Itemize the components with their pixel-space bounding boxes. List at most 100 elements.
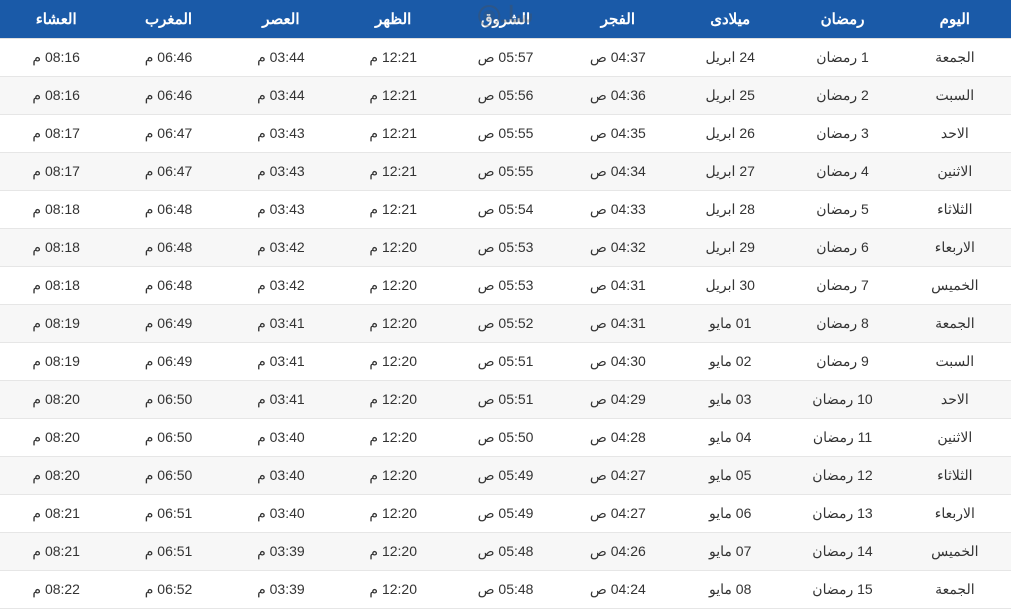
col-shorouk: الشروق bbox=[449, 0, 561, 39]
table-row: الاربعاء13 رمضان06 مايو04:27 ص05:49 ص12:… bbox=[0, 495, 1011, 533]
table-row: الجمعة1 رمضان24 ابريل04:37 ص05:57 ص12:21… bbox=[0, 39, 1011, 77]
cell: 06:48 م bbox=[112, 229, 224, 267]
cell: الجمعة bbox=[899, 39, 1011, 77]
cell: 06 مايو bbox=[674, 495, 786, 533]
table-row: الاحد3 رمضان26 ابريل04:35 ص05:55 ص12:21 … bbox=[0, 115, 1011, 153]
col-miladi: ميلادى bbox=[674, 0, 786, 39]
cell: 06:48 م bbox=[112, 191, 224, 229]
cell: الاثنين bbox=[899, 419, 1011, 457]
table-row: الخميس14 رمضان07 مايو04:26 ص05:48 ص12:20… bbox=[0, 533, 1011, 571]
table-header: اليوم رمضان ميلادى الفجر الشروق الظهر ال… bbox=[0, 0, 1011, 39]
col-isha: العشاء bbox=[0, 0, 112, 39]
cell: 29 ابريل bbox=[674, 229, 786, 267]
cell: 06:52 م bbox=[112, 571, 224, 609]
cell: 9 رمضان bbox=[786, 343, 898, 381]
cell: 04:27 ص bbox=[562, 457, 674, 495]
cell: 08:20 م bbox=[0, 457, 112, 495]
cell: 12:20 م bbox=[337, 229, 449, 267]
cell: 12:20 م bbox=[337, 419, 449, 457]
cell: 12:21 م bbox=[337, 39, 449, 77]
cell: 12:20 م bbox=[337, 533, 449, 571]
table-row: السبت9 رمضان02 مايو04:30 ص05:51 ص12:20 م… bbox=[0, 343, 1011, 381]
cell: 08:20 م bbox=[0, 381, 112, 419]
cell: 12:21 م bbox=[337, 115, 449, 153]
cell: 08:20 م bbox=[0, 419, 112, 457]
cell: 28 ابريل bbox=[674, 191, 786, 229]
cell: الاربعاء bbox=[899, 495, 1011, 533]
cell: 12:20 م bbox=[337, 571, 449, 609]
cell: 05:48 ص bbox=[449, 571, 561, 609]
cell: 5 رمضان bbox=[786, 191, 898, 229]
cell: 12:20 م bbox=[337, 343, 449, 381]
cell: 12:21 م bbox=[337, 77, 449, 115]
cell: 04:28 ص bbox=[562, 419, 674, 457]
cell: 04:29 ص bbox=[562, 381, 674, 419]
cell: 04:31 ص bbox=[562, 305, 674, 343]
cell: 12:20 م bbox=[337, 381, 449, 419]
cell: 26 ابريل bbox=[674, 115, 786, 153]
cell: 04 مايو bbox=[674, 419, 786, 457]
cell: 7 رمضان bbox=[786, 267, 898, 305]
cell: 04:24 ص bbox=[562, 571, 674, 609]
cell: 03:41 م bbox=[225, 343, 337, 381]
cell: 05:49 ص bbox=[449, 457, 561, 495]
cell: 12:21 م bbox=[337, 153, 449, 191]
cell: 04:31 ص bbox=[562, 267, 674, 305]
cell: 03:44 م bbox=[225, 77, 337, 115]
col-dhuhr: الظهر bbox=[337, 0, 449, 39]
cell: 04:33 ص bbox=[562, 191, 674, 229]
cell: 05:51 ص bbox=[449, 343, 561, 381]
table-row: الاحد10 رمضان03 مايو04:29 ص05:51 ص12:20 … bbox=[0, 381, 1011, 419]
cell: الخميس bbox=[899, 533, 1011, 571]
cell: الاحد bbox=[899, 381, 1011, 419]
cell: 06:47 م bbox=[112, 153, 224, 191]
cell: الاحد bbox=[899, 115, 1011, 153]
cell: 25 ابريل bbox=[674, 77, 786, 115]
cell: 03:43 م bbox=[225, 115, 337, 153]
cell: 05:54 ص bbox=[449, 191, 561, 229]
cell: 06:49 م bbox=[112, 305, 224, 343]
cell: 08:19 م bbox=[0, 305, 112, 343]
cell: الثلاثاء bbox=[899, 457, 1011, 495]
cell: 03:44 م bbox=[225, 39, 337, 77]
cell: 07 مايو bbox=[674, 533, 786, 571]
cell: 06:46 م bbox=[112, 77, 224, 115]
cell: الخميس bbox=[899, 267, 1011, 305]
cell: 04:36 ص bbox=[562, 77, 674, 115]
cell: 08:19 م bbox=[0, 343, 112, 381]
cell: 11 رمضان bbox=[786, 419, 898, 457]
cell: 06:48 م bbox=[112, 267, 224, 305]
cell: 06:51 م bbox=[112, 533, 224, 571]
cell: 05:51 ص bbox=[449, 381, 561, 419]
col-day: اليوم bbox=[899, 0, 1011, 39]
table-row: الجمعة8 رمضان01 مايو04:31 ص05:52 ص12:20 … bbox=[0, 305, 1011, 343]
table-row: السبت2 رمضان25 ابريل04:36 ص05:56 ص12:21 … bbox=[0, 77, 1011, 115]
table-row: الجمعة15 رمضان08 مايو04:24 ص05:48 ص12:20… bbox=[0, 571, 1011, 609]
cell: 06:50 م bbox=[112, 419, 224, 457]
cell: الجمعة bbox=[899, 305, 1011, 343]
cell: 04:37 ص bbox=[562, 39, 674, 77]
cell: 05:56 ص bbox=[449, 77, 561, 115]
cell: 05:57 ص bbox=[449, 39, 561, 77]
table-row: الاثنين4 رمضان27 ابريل04:34 ص05:55 ص12:2… bbox=[0, 153, 1011, 191]
cell: 08:21 م bbox=[0, 495, 112, 533]
cell: 06:47 م bbox=[112, 115, 224, 153]
cell: 12 رمضان bbox=[786, 457, 898, 495]
table-row: الخميس7 رمضان30 ابريل04:31 ص05:53 ص12:20… bbox=[0, 267, 1011, 305]
cell: 08:18 م bbox=[0, 191, 112, 229]
cell: 08:16 م bbox=[0, 39, 112, 77]
cell: 03:40 م bbox=[225, 457, 337, 495]
cell: 03:41 م bbox=[225, 305, 337, 343]
cell: 12:20 م bbox=[337, 457, 449, 495]
cell: 03:43 م bbox=[225, 153, 337, 191]
cell: 03:40 م bbox=[225, 419, 337, 457]
cell: 2 رمضان bbox=[786, 77, 898, 115]
cell: 08:16 م bbox=[0, 77, 112, 115]
cell: 3 رمضان bbox=[786, 115, 898, 153]
cell: 12:21 م bbox=[337, 191, 449, 229]
cell: 05:55 ص bbox=[449, 115, 561, 153]
cell: 06:46 م bbox=[112, 39, 224, 77]
cell: 08:17 م bbox=[0, 115, 112, 153]
table-row: الثلاثاء12 رمضان05 مايو04:27 ص05:49 ص12:… bbox=[0, 457, 1011, 495]
cell: 24 ابريل bbox=[674, 39, 786, 77]
